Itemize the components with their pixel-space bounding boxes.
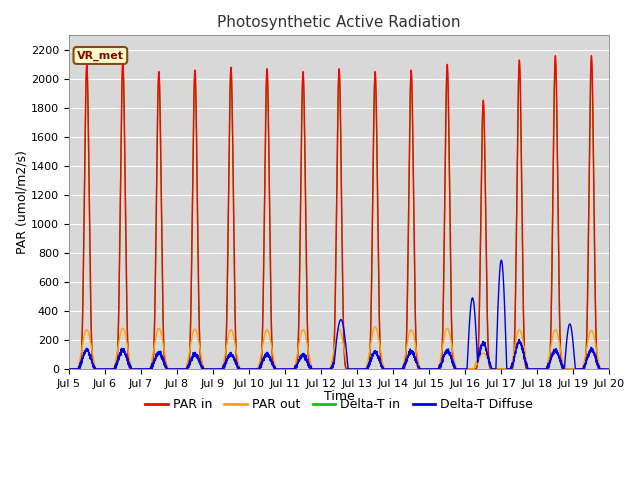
- Title: Photosynthetic Active Radiation: Photosynthetic Active Radiation: [218, 15, 461, 30]
- Legend: PAR in, PAR out, Delta-T in, Delta-T Diffuse: PAR in, PAR out, Delta-T in, Delta-T Dif…: [140, 393, 538, 416]
- X-axis label: Time: Time: [324, 390, 355, 403]
- Text: VR_met: VR_met: [77, 50, 124, 60]
- Y-axis label: PAR (umol/m2/s): PAR (umol/m2/s): [15, 150, 28, 254]
